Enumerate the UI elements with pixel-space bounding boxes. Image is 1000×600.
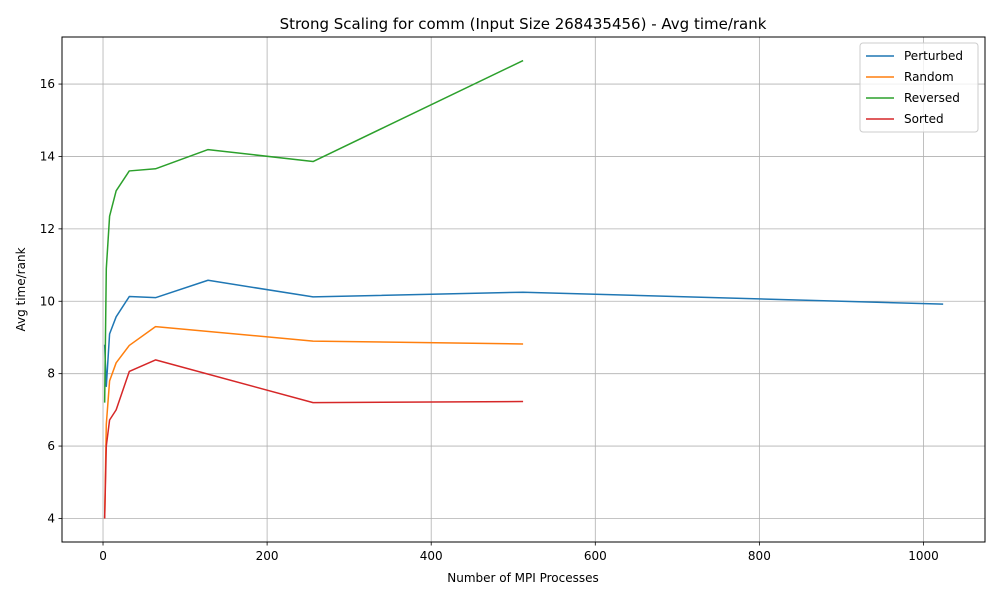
x-tick-label: 0 <box>99 549 107 563</box>
series-line-reversed <box>103 59 524 403</box>
legend: Perturbed Random Reversed Sorted <box>859 42 979 133</box>
y-tick-label: 4 <box>47 511 55 525</box>
axis-ticks: 0 200 400 600 800 1000 4 6 8 10 12 14 16 <box>40 77 939 563</box>
series-line-random <box>103 325 524 519</box>
x-tick-label: 200 <box>256 549 279 563</box>
series-line-perturbed <box>103 279 944 388</box>
x-axis-label: Number of MPI Processes <box>447 571 599 585</box>
legend-label-random: Random <box>904 70 954 84</box>
series-line-sorted <box>103 359 524 519</box>
series-lines <box>103 59 944 519</box>
x-tick-label: 1000 <box>908 549 939 563</box>
plot-area-frame <box>61 36 986 543</box>
legend-label-perturbed: Perturbed <box>904 49 963 63</box>
x-tick-label: 800 <box>748 549 771 563</box>
chart-title: Strong Scaling for comm (Input Size 2684… <box>280 15 767 33</box>
x-tick-label: 400 <box>420 549 443 563</box>
x-tick-label: 600 <box>584 549 607 563</box>
legend-label-sorted: Sorted <box>904 112 944 126</box>
legend-label-reversed: Reversed <box>904 91 960 105</box>
y-tick-label: 16 <box>40 77 55 91</box>
y-tick-label: 14 <box>40 149 55 163</box>
y-axis-label: Avg time/rank <box>14 247 28 331</box>
y-tick-label: 8 <box>47 367 55 381</box>
y-tick-label: 6 <box>47 439 55 453</box>
legend-box <box>859 42 979 133</box>
y-tick-label: 12 <box>40 222 55 236</box>
y-tick-label: 10 <box>40 294 55 308</box>
